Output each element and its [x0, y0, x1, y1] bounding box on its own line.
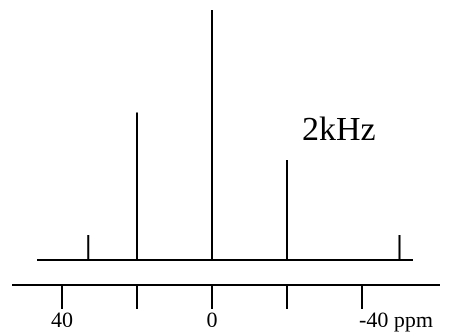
spectrum-peaks [87, 10, 401, 260]
x-tick-label-0: 40 [51, 307, 73, 332]
x-axis-ticks [61, 285, 363, 309]
spectrum-annotation: 2kHz [302, 111, 376, 148]
x-tick-label-2: -40 ppm [359, 307, 433, 332]
x-tick-label-1: 0 [207, 307, 218, 332]
x-axis-tick-labels: 40 0 -40 ppm [51, 307, 433, 332]
